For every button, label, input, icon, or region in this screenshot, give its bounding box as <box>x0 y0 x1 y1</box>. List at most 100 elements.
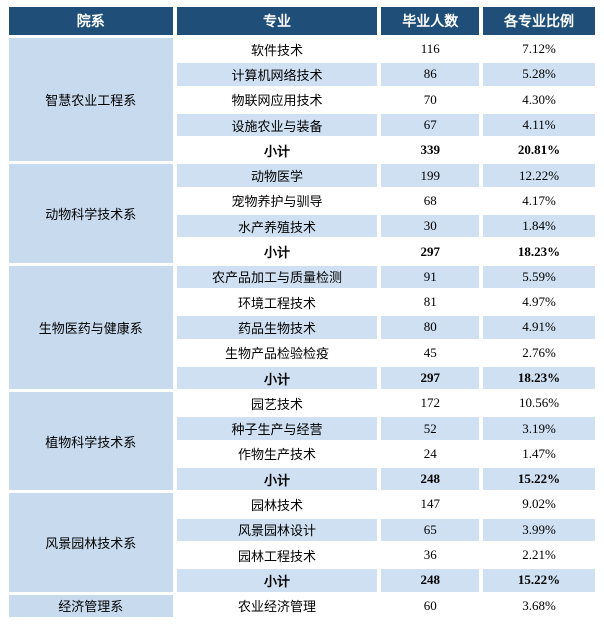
count-cell: 81 <box>381 290 480 314</box>
subtotal-label-cell: 小计 <box>176 240 378 263</box>
major-row: 作物生产技术 24 1.47% <box>9 442 595 466</box>
percent-cell: 2.21% <box>483 543 595 567</box>
percent-cell: 4.11% <box>483 113 595 137</box>
subtotal-row: 小计 248 15.22% <box>9 569 595 592</box>
major-cell: 农业经济管理 <box>176 594 378 617</box>
subtotal-percent-cell: 18.23% <box>483 366 595 390</box>
percent-cell: 10.56% <box>483 392 595 415</box>
count-cell: 172 <box>381 392 480 415</box>
table-body: 智慧农业工程系 软件技术 116 7.12% 计算机网络技术 86 5.28% 物联网应用技术… <box>9 38 595 617</box>
subtotal-count-cell: 339 <box>381 139 480 162</box>
count-cell: 45 <box>381 341 480 364</box>
percent-cell: 1.47% <box>483 442 595 466</box>
major-row: 种子生产与经营 52 3.19% <box>9 417 595 440</box>
count-cell: 86 <box>381 63 480 86</box>
major-cell: 园林工程技术 <box>176 543 378 567</box>
subtotal-row: 小计 248 15.22% <box>9 468 595 491</box>
header-graduate-count: 毕业人数 <box>381 7 480 35</box>
percent-cell: 12.22% <box>483 164 595 187</box>
percent-cell: 4.30% <box>483 88 595 111</box>
subtotal-label-cell: 小计 <box>176 366 378 390</box>
subtotal-count-cell: 297 <box>381 240 480 263</box>
major-row: 风景园林设计 65 3.99% <box>9 518 595 541</box>
graduates-by-major-table: 院系 专业 毕业人数 各专业比例 智慧农业工程系 软件技术 116 7.12% 计算机网… <box>5 4 599 620</box>
count-cell: 91 <box>381 265 480 288</box>
count-cell: 199 <box>381 164 480 187</box>
major-row: 风景园林技术系 园林技术 147 9.02% <box>9 493 595 592</box>
percent-cell: 4.91% <box>483 316 595 339</box>
major-row: 物联网应用技术 70 4.30% <box>9 88 595 111</box>
major-cell: 动物医学 <box>176 164 378 187</box>
major-cell: 园艺技术 <box>176 392 378 415</box>
subtotal-count-cell: 248 <box>381 569 480 592</box>
major-cell: 农产品加工与质量检测 <box>176 265 378 288</box>
major-cell: 种子生产与经营 <box>176 417 378 440</box>
subtotal-percent-cell: 15.22% <box>483 468 595 491</box>
count-cell: 80 <box>381 316 480 339</box>
count-cell: 70 <box>381 88 480 111</box>
count-cell: 68 <box>381 189 480 213</box>
subtotal-label-cell: 小计 <box>176 569 378 592</box>
percent-cell: 4.17% <box>483 189 595 213</box>
major-cell: 计算机网络技术 <box>176 63 378 86</box>
percent-cell: 5.59% <box>483 265 595 288</box>
major-cell: 物联网应用技术 <box>176 88 378 111</box>
subtotal-row: 小计 297 18.23% <box>9 240 595 263</box>
department-cell: 生物医药与健康系 <box>9 265 173 390</box>
count-cell: 67 <box>381 113 480 137</box>
percent-cell: 3.99% <box>483 518 595 541</box>
major-cell: 药品生物技术 <box>176 316 378 339</box>
count-cell: 30 <box>381 215 480 238</box>
major-row: 动物科学技术系 动物医学 199 12.22% <box>9 164 595 263</box>
major-cell: 环境工程技术 <box>176 290 378 314</box>
count-cell: 24 <box>381 442 480 466</box>
header-row: 院系 专业 毕业人数 各专业比例 <box>9 7 595 35</box>
major-row: 植物科学技术系 园艺技术 172 10.56% <box>9 392 595 491</box>
subtotal-row: 小计 339 20.81% <box>9 139 595 162</box>
major-cell: 软件技术 <box>176 38 378 61</box>
percent-cell: 3.19% <box>483 417 595 440</box>
count-cell: 52 <box>381 417 480 440</box>
major-cell: 生物产品检验检疫 <box>176 341 378 364</box>
major-row: 生物产品检验检疫 45 2.76% <box>9 341 595 364</box>
count-cell: 36 <box>381 543 480 567</box>
percent-cell: 1.84% <box>483 215 595 238</box>
subtotal-count-cell: 248 <box>381 468 480 491</box>
percent-cell: 7.12% <box>483 38 595 61</box>
major-row: 药品生物技术 80 4.91% <box>9 316 595 339</box>
department-cell: 经济管理系 <box>9 594 173 617</box>
subtotal-percent-cell: 18.23% <box>483 240 595 263</box>
major-cell: 园林技术 <box>176 493 378 516</box>
subtotal-label-cell: 小计 <box>176 139 378 162</box>
major-cell: 水产养殖技术 <box>176 215 378 238</box>
major-row: 园林工程技术 36 2.21% <box>9 543 595 567</box>
percent-cell: 2.76% <box>483 341 595 364</box>
major-cell: 宠物养护与驯导 <box>176 189 378 213</box>
subtotal-row: 小计 297 18.23% <box>9 366 595 390</box>
subtotal-label-cell: 小计 <box>176 468 378 491</box>
major-row: 设施农业与装备 67 4.11% <box>9 113 595 137</box>
header-department: 院系 <box>9 7 173 35</box>
percent-cell: 9.02% <box>483 493 595 516</box>
department-cell: 智慧农业工程系 <box>9 38 173 162</box>
header-major-percentage: 各专业比例 <box>483 7 595 35</box>
subtotal-percent-cell: 20.81% <box>483 139 595 162</box>
major-row: 宠物养护与驯导 68 4.17% <box>9 189 595 213</box>
major-row: 计算机网络技术 86 5.28% <box>9 63 595 86</box>
major-row: 经济管理系 农业经济管理 60 3.68% <box>9 594 595 617</box>
subtotal-percent-cell: 15.22% <box>483 569 595 592</box>
percent-cell: 5.28% <box>483 63 595 86</box>
percent-cell: 4.97% <box>483 290 595 314</box>
department-cell: 风景园林技术系 <box>9 493 173 592</box>
count-cell: 60 <box>381 594 480 617</box>
major-row: 生物医药与健康系 农产品加工与质量检测 91 5.59% <box>9 265 595 390</box>
count-cell: 65 <box>381 518 480 541</box>
count-cell: 147 <box>381 493 480 516</box>
header-major: 专业 <box>176 7 378 35</box>
department-cell: 植物科学技术系 <box>9 392 173 491</box>
major-cell: 作物生产技术 <box>176 442 378 466</box>
major-row: 水产养殖技术 30 1.84% <box>9 215 595 238</box>
subtotal-count-cell: 297 <box>381 366 480 390</box>
major-row: 智慧农业工程系 软件技术 116 7.12% <box>9 38 595 162</box>
